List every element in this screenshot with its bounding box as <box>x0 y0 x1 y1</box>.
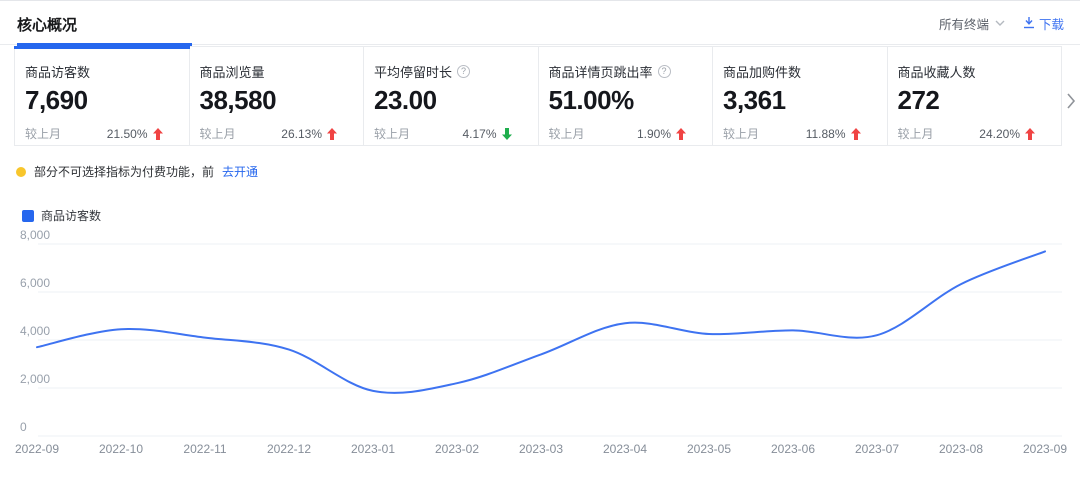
info-icon[interactable]: ? <box>457 65 471 78</box>
kpi-card-visitors[interactable]: 商品访客数? 7,690 较上月 21.50% <box>14 46 190 145</box>
notice-text: 部分不可选择指标为付费功能，前 <box>34 165 215 179</box>
terminal-filter-dropdown[interactable]: 所有终端 <box>939 14 1005 33</box>
download-button[interactable]: 下载 <box>1023 14 1064 33</box>
visitors-trend-chart[interactable]: 0 2,000 4,000 6,000 8,000 2022-09 2022-10 2022-… <box>0 226 1080 480</box>
y-axis-tick-label: 6,000 <box>20 276 50 290</box>
legend-swatch-icon <box>22 209 34 222</box>
x-axis-tick-label: 2023-09 <box>1023 442 1067 456</box>
kpi-value: 272 <box>897 85 940 115</box>
kpi-label: 平均停留时长 <box>374 65 453 80</box>
y-axis-tick-label: 8,000 <box>20 228 50 242</box>
arrow-up-icon <box>327 127 337 140</box>
kpi-card-bounce-rate[interactable]: 商品详情页跳出率? 51.00% 较上月 1.90% <box>539 47 713 145</box>
x-axis-tick-label: 2022-11 <box>183 442 226 456</box>
kpi-card-row: 商品访客数? 7,690 较上月 21.50% 商品浏览量? 38,580 较上… <box>14 46 1062 146</box>
download-label: 下载 <box>1038 17 1064 32</box>
arrow-down-icon <box>501 127 512 140</box>
y-axis-tick-label: 0 <box>20 420 27 434</box>
cards-next-button[interactable] <box>1063 91 1079 113</box>
x-axis-tick-label: 2022-09 <box>15 442 59 456</box>
active-tab-indicator <box>17 43 192 46</box>
chevron-right-icon <box>1067 92 1076 109</box>
arrow-up-icon <box>676 127 686 140</box>
visitors-series-line <box>36 250 1046 394</box>
info-icon[interactable]: ? <box>657 65 671 78</box>
kpi-card-pageviews[interactable]: 商品浏览量? 38,580 较上月 26.13% <box>190 47 364 145</box>
compare-label: 较上月 <box>548 127 585 141</box>
x-axis-tick-label: 2023-08 <box>939 442 983 456</box>
compare-label: 较上月 <box>723 127 760 141</box>
header: 核心概况 所有终端 下载 <box>0 1 1080 46</box>
kpi-label: 商品浏览量 <box>199 65 265 80</box>
kpi-value: 23.00 <box>374 85 437 115</box>
arrow-up-icon <box>850 127 861 140</box>
compare-change: 1.90% <box>636 126 671 141</box>
kpi-label: 商品访客数 <box>25 65 91 80</box>
compare-change: 26.13% <box>281 126 322 141</box>
compare-change: 24.20% <box>979 126 1020 141</box>
x-axis-tick-label: 2023-07 <box>855 442 899 456</box>
y-axis-tick-label: 4,000 <box>20 324 50 338</box>
arrow-up-icon <box>1025 127 1035 140</box>
kpi-value: 38,580 <box>199 85 277 115</box>
terminal-filter-value: 所有终端 <box>938 17 989 32</box>
legend-label: 商品访客数 <box>41 209 102 223</box>
yellow-dot-icon <box>16 166 26 177</box>
activate-link[interactable]: 去开通 <box>222 165 259 179</box>
compare-change: 21.50% <box>106 126 148 141</box>
x-axis-tick-label: 2023-03 <box>519 442 563 456</box>
x-axis-tick-label: 2023-05 <box>687 442 731 456</box>
kpi-card-favorites[interactable]: 商品收藏人数? 272 较上月 24.20% <box>888 47 1062 145</box>
kpi-value: 3,361 <box>723 85 786 115</box>
kpi-label: 商品详情页跳出率 <box>548 65 653 80</box>
x-axis-tick-label: 2022-12 <box>267 442 311 456</box>
kpi-value: 51.00% <box>548 85 635 115</box>
kpi-card-add-to-cart[interactable]: 商品加购件数? 3,361 较上月 11.88% <box>713 47 888 145</box>
compare-label: 较上月 <box>374 127 411 141</box>
kpi-card-avg-stay-duration[interactable]: 平均停留时长? 23.00 较上月 4.17% <box>364 47 539 145</box>
chevron-down-icon <box>995 20 1005 26</box>
compare-label: 较上月 <box>897 127 934 141</box>
x-axis-tick-label: 2022-10 <box>99 442 143 456</box>
kpi-value: 7,690 <box>25 85 88 115</box>
compare-label: 较上月 <box>25 127 62 141</box>
arrow-up-icon <box>152 127 163 140</box>
x-axis-tick-label: 2023-06 <box>771 442 815 456</box>
compare-change: 11.88% <box>805 126 846 141</box>
x-axis-tick-label: 2023-02 <box>435 442 479 456</box>
header-controls: 所有终端 下载 <box>939 1 1064 45</box>
download-icon <box>1023 17 1034 29</box>
kpi-label: 商品加购件数 <box>723 65 802 80</box>
x-axis-tick-label: 2023-04 <box>603 442 647 456</box>
compare-change: 4.17% <box>462 126 497 141</box>
x-axis-tick-label: 2023-01 <box>351 442 395 456</box>
compare-label: 较上月 <box>199 127 236 141</box>
tab-label: 核心概况 <box>17 17 78 34</box>
y-axis-tick-label: 2,000 <box>20 372 50 386</box>
tab-core-overview[interactable]: 核心概况 <box>17 1 192 46</box>
paid-feature-notice: 部分不可选择指标为付费功能，前 去开通 <box>16 163 258 180</box>
chart-legend[interactable]: 商品访客数 <box>22 207 101 224</box>
kpi-label: 商品收藏人数 <box>897 65 976 80</box>
